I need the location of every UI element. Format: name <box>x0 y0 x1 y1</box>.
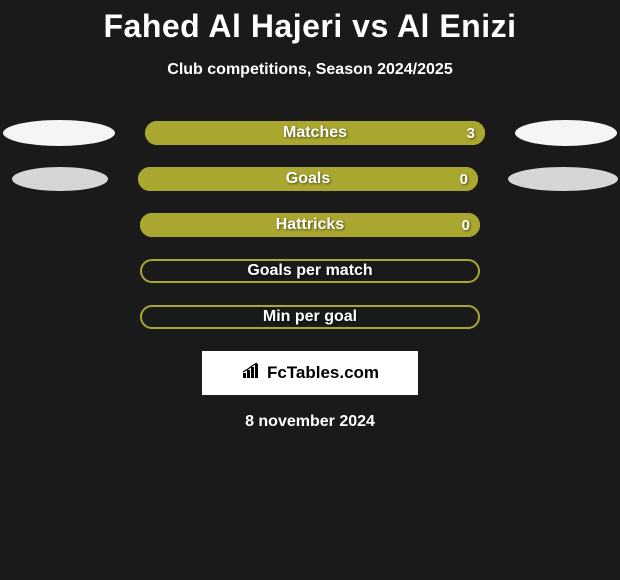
stat-bar: Goals per match <box>140 259 480 283</box>
stat-value: 3 <box>467 121 475 145</box>
player-left-ellipse <box>12 167 108 191</box>
logo-text: FcTables.com <box>241 362 379 385</box>
player-right-ellipse <box>508 167 618 191</box>
stat-row: Matches3 <box>0 121 620 145</box>
logo-suffix: Tables.com <box>287 363 379 383</box>
stat-label: Hattricks <box>140 213 480 237</box>
page-subtitle: Club competitions, Season 2024/2025 <box>0 61 620 79</box>
player-right-ellipse <box>515 120 617 146</box>
stat-row: Hattricks0 <box>0 213 620 237</box>
stat-value: 0 <box>460 167 468 191</box>
stat-bar: Min per goal <box>140 305 480 329</box>
player-left-ellipse <box>3 120 115 146</box>
logo-prefix: Fc <box>267 363 287 383</box>
stat-value: 0 <box>462 213 470 237</box>
stats-rows: Matches3Goals0Hattricks0Goals per matchM… <box>0 121 620 329</box>
page-title: Fahed Al Hajeri vs Al Enizi <box>0 0 620 45</box>
chart-icon <box>241 362 263 385</box>
stat-row: Min per goal <box>0 305 620 329</box>
stat-bar: Goals0 <box>138 167 478 191</box>
stat-label: Matches <box>145 121 485 145</box>
stat-bar: Hattricks0 <box>140 213 480 237</box>
stat-row: Goals per match <box>0 259 620 283</box>
stat-label: Goals per match <box>140 259 480 283</box>
stat-row: Goals0 <box>0 167 620 191</box>
stat-bar: Matches3 <box>145 121 485 145</box>
stat-label: Goals <box>138 167 478 191</box>
logo-box: FcTables.com <box>202 351 418 395</box>
stat-label: Min per goal <box>140 305 480 329</box>
date-text: 8 november 2024 <box>0 413 620 431</box>
